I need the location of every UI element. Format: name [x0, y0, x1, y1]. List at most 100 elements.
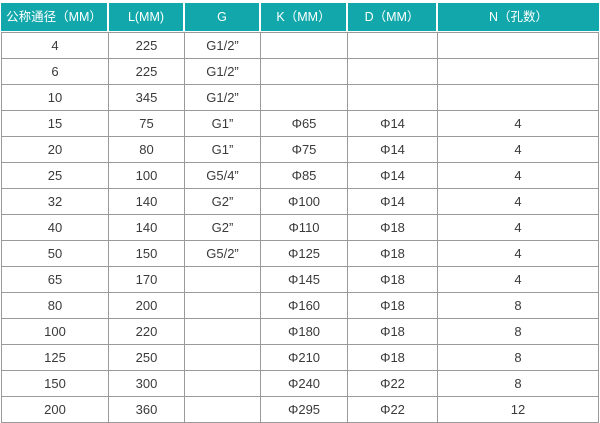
specification-table: 公称通径（MM） L(MM) G K（MM） D（MM） N（孔数） 4 225 G… [1, 3, 599, 423]
cell-dn: 40 [1, 215, 109, 241]
cell-d: Φ18 [348, 267, 438, 293]
cell-n: 12 [438, 397, 599, 423]
table-row: 150 300 Φ240 Φ22 8 [1, 371, 599, 397]
cell-k: Φ240 [261, 371, 348, 397]
cell-k: Φ125 [261, 241, 348, 267]
cell-g [185, 293, 261, 319]
cell-l: 100 [109, 163, 185, 189]
cell-d: Φ18 [348, 241, 438, 267]
cell-dn: 80 [1, 293, 109, 319]
cell-d: Φ14 [348, 163, 438, 189]
table-row: 32 140 G2” Φ100 Φ14 4 [1, 189, 599, 215]
cell-g [185, 345, 261, 371]
cell-l: 300 [109, 371, 185, 397]
cell-d: Φ18 [348, 215, 438, 241]
cell-n: 8 [438, 345, 599, 371]
cell-dn: 4 [1, 32, 109, 59]
cell-k: Φ65 [261, 111, 348, 137]
cell-dn: 65 [1, 267, 109, 293]
cell-n [438, 32, 599, 59]
cell-k: Φ160 [261, 293, 348, 319]
cell-dn: 200 [1, 397, 109, 423]
cell-dn: 125 [1, 345, 109, 371]
cell-g: G5/4” [185, 163, 261, 189]
cell-d [348, 32, 438, 59]
table-row: 80 200 Φ160 Φ18 8 [1, 293, 599, 319]
column-header-k: K（MM） [261, 3, 348, 32]
cell-d: Φ14 [348, 137, 438, 163]
cell-k [261, 85, 348, 111]
table-row: 125 250 Φ210 Φ18 8 [1, 345, 599, 371]
cell-n: 4 [438, 189, 599, 215]
column-header-n-holes: N（孔数） [438, 3, 599, 32]
cell-l: 170 [109, 267, 185, 293]
cell-k [261, 59, 348, 85]
table-row: 20 80 G1” Φ75 Φ14 4 [1, 137, 599, 163]
cell-l: 360 [109, 397, 185, 423]
cell-n [438, 59, 599, 85]
cell-l: 345 [109, 85, 185, 111]
cell-n: 4 [438, 163, 599, 189]
cell-k: Φ110 [261, 215, 348, 241]
cell-dn: 6 [1, 59, 109, 85]
cell-n: 8 [438, 293, 599, 319]
table-row: 6 225 G1/2” [1, 59, 599, 85]
table-row: 100 220 Φ180 Φ18 8 [1, 319, 599, 345]
cell-l: 140 [109, 215, 185, 241]
cell-d [348, 59, 438, 85]
cell-l: 220 [109, 319, 185, 345]
cell-l: 250 [109, 345, 185, 371]
cell-d: Φ14 [348, 111, 438, 137]
table-row: 15 75 G1” Φ65 Φ14 4 [1, 111, 599, 137]
specification-table-container: 公称通径（MM） L(MM) G K（MM） D（MM） N（孔数） 4 225 G… [1, 3, 599, 423]
cell-g: G1/2” [185, 32, 261, 59]
cell-k: Φ85 [261, 163, 348, 189]
cell-n: 8 [438, 371, 599, 397]
cell-dn: 50 [1, 241, 109, 267]
cell-dn: 25 [1, 163, 109, 189]
column-header-nominal-diameter: 公称通径（MM） [1, 3, 109, 32]
cell-g: G2” [185, 189, 261, 215]
table-row: 10 345 G1/2” [1, 85, 599, 111]
cell-g [185, 267, 261, 293]
cell-d [348, 85, 438, 111]
cell-l: 225 [109, 32, 185, 59]
cell-d: Φ22 [348, 371, 438, 397]
cell-g: G1/2” [185, 85, 261, 111]
cell-n: 4 [438, 267, 599, 293]
cell-n: 4 [438, 215, 599, 241]
cell-k: Φ75 [261, 137, 348, 163]
cell-k: Φ180 [261, 319, 348, 345]
cell-l: 225 [109, 59, 185, 85]
cell-d: Φ18 [348, 293, 438, 319]
table-header: 公称通径（MM） L(MM) G K（MM） D（MM） N（孔数） [1, 3, 599, 32]
cell-n: 4 [438, 111, 599, 137]
cell-l: 150 [109, 241, 185, 267]
cell-g [185, 371, 261, 397]
cell-g: G1/2” [185, 59, 261, 85]
table-header-row: 公称通径（MM） L(MM) G K（MM） D（MM） N（孔数） [1, 3, 599, 32]
cell-g: G1” [185, 137, 261, 163]
table-row: 200 360 Φ295 Φ22 12 [1, 397, 599, 423]
cell-g: G1” [185, 111, 261, 137]
column-header-length: L(MM) [109, 3, 185, 32]
cell-l: 140 [109, 189, 185, 215]
cell-dn: 10 [1, 85, 109, 111]
cell-dn: 32 [1, 189, 109, 215]
cell-l: 75 [109, 111, 185, 137]
cell-n: 4 [438, 137, 599, 163]
cell-dn: 150 [1, 371, 109, 397]
table-row: 65 170 Φ145 Φ18 4 [1, 267, 599, 293]
cell-g: G2” [185, 215, 261, 241]
table-row: 50 150 G5/2” Φ125 Φ18 4 [1, 241, 599, 267]
table-row: 25 100 G5/4” Φ85 Φ14 4 [1, 163, 599, 189]
cell-g: G5/2” [185, 241, 261, 267]
cell-n: 8 [438, 319, 599, 345]
cell-d: Φ18 [348, 319, 438, 345]
cell-n [438, 85, 599, 111]
table-row: 40 140 G2” Φ110 Φ18 4 [1, 215, 599, 241]
cell-d: Φ18 [348, 345, 438, 371]
table-body: 4 225 G1/2” 6 225 G1/2” 10 345 G1/2” 15 75 G1” Φ65 Φ1… [1, 32, 599, 423]
cell-k: Φ145 [261, 267, 348, 293]
cell-g [185, 319, 261, 345]
